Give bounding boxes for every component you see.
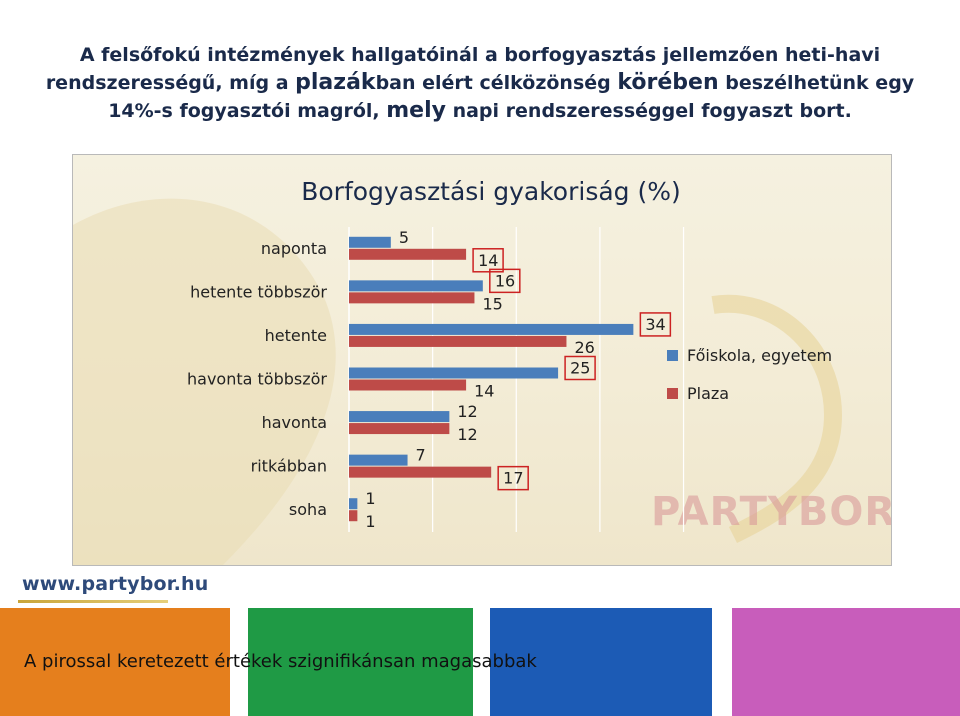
- bar-plaza: [349, 510, 358, 522]
- bar-foiskola: [349, 323, 634, 335]
- data-label: 12: [457, 425, 477, 444]
- bar-foiskola: [349, 454, 408, 466]
- background-glass-outline: [711, 294, 843, 544]
- footnote: A pirossal keretezett értékek szignifiká…: [24, 651, 537, 672]
- headline-part-1: A felsőfokú intézmények hallgatóinál a b…: [45, 44, 881, 94]
- significance-frame: [564, 355, 596, 381]
- bar-foiskola: [349, 411, 450, 423]
- category-label: havonta: [262, 413, 327, 432]
- category-label: soha: [289, 500, 327, 519]
- url-underline: [18, 600, 168, 603]
- legend-label: Plaza: [687, 384, 729, 403]
- footer-block-purple: [732, 608, 960, 716]
- headline-part-5: beszélhetünk egy 14%-s fogyasztói magról…: [108, 72, 915, 122]
- bar-plaza: [349, 248, 467, 260]
- data-label: 26: [574, 338, 594, 357]
- legend-label: Főiskola, egyetem: [687, 346, 832, 365]
- footer-block-green: [248, 608, 473, 716]
- data-label: 25: [570, 359, 590, 378]
- headline-part-2: plazák: [295, 70, 376, 95]
- data-label: 1: [365, 489, 375, 508]
- headline-part-6: mely: [386, 98, 446, 123]
- legend-swatch: [667, 350, 678, 361]
- headline: A felsőfokú intézmények hallgatóinál a b…: [40, 42, 920, 125]
- background-swirl: [73, 198, 336, 565]
- footer-block-orange: [0, 608, 230, 716]
- headline-part-4: körében: [617, 70, 719, 95]
- bar-plaza: [349, 379, 467, 391]
- bar-foiskola: [349, 498, 358, 510]
- data-label: 17: [503, 469, 523, 488]
- category-label: naponta: [261, 239, 327, 258]
- data-label: 15: [482, 294, 502, 313]
- data-label: 14: [478, 251, 498, 270]
- bar-foiskola: [349, 367, 559, 379]
- significance-frame: [472, 248, 504, 273]
- bar-foiskola: [349, 280, 483, 292]
- bar-plaza: [349, 423, 450, 435]
- footer-block-blue: [490, 608, 712, 716]
- category-label: havonta többször: [187, 370, 327, 389]
- significance-frame: [497, 465, 529, 491]
- data-label: 16: [495, 271, 515, 290]
- significance-frame: [489, 268, 521, 294]
- data-label: 14: [474, 382, 494, 401]
- bar-chart: PARTYBOR Borfogyasztási gyakoriság (%) nap…: [73, 177, 891, 565]
- data-label: 7: [416, 446, 426, 465]
- data-label: 5: [399, 228, 409, 247]
- legend-swatch: [667, 388, 678, 399]
- chart-title: Borfogyasztási gyakoriság (%): [301, 177, 681, 206]
- bar-plaza: [349, 466, 492, 478]
- headline-part-3: ban elért célközönség: [375, 72, 618, 94]
- category-label: hetente többször: [190, 282, 327, 301]
- bar-foiskola: [349, 236, 391, 248]
- data-label: 1: [365, 512, 375, 531]
- data-label: 12: [457, 402, 477, 421]
- bar-plaza: [349, 292, 475, 304]
- website-url: www.partybor.hu: [22, 573, 209, 595]
- bar-plaza: [349, 335, 567, 347]
- significance-frame: [639, 312, 672, 337]
- headline-part-7: napi rendszerességgel fogyaszt bort.: [445, 100, 852, 122]
- data-label: 34: [645, 315, 665, 334]
- partybor-watermark: PARTYBOR: [651, 489, 891, 535]
- chart-frame: PARTYBOR Borfogyasztási gyakoriság (%) nap…: [72, 154, 892, 566]
- category-label: ritkábban: [251, 457, 327, 476]
- category-label: hetente: [265, 326, 327, 345]
